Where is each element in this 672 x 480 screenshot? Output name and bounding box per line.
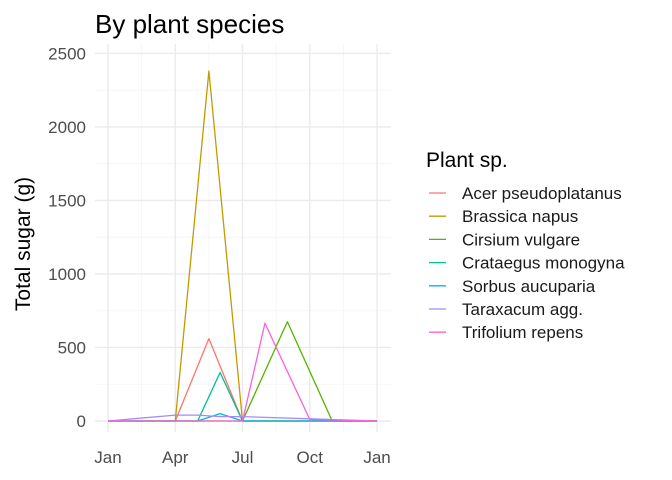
x-axis-ticks: Jan Apr Jul Oct Jan <box>94 448 390 467</box>
legend-item: Trifolium repens <box>429 323 583 342</box>
x-tick-label: Apr <box>162 448 189 467</box>
legend-item: Cirsium vulgare <box>429 230 580 249</box>
legend-label: Sorbus aucuparia <box>462 277 596 296</box>
legend-label: Acer pseudoplatanus <box>462 184 622 203</box>
series-lines <box>107 70 378 422</box>
x-tick-label: Oct <box>297 448 324 467</box>
legend-item: Acer pseudoplatanus <box>429 184 622 203</box>
y-axis-ticks: 0 500 1000 1500 2000 2500 <box>48 44 86 431</box>
y-tick-label: 0 <box>77 412 86 431</box>
legend-item: Crataegus monogyna <box>429 254 625 273</box>
x-tick-label: Jan <box>94 448 121 467</box>
chart-title: By plant species <box>95 9 284 39</box>
legend-item: Brassica napus <box>429 207 578 226</box>
legend-label: Taraxacum agg. <box>462 300 583 319</box>
series-line <box>108 322 378 422</box>
y-tick-label: 500 <box>58 338 86 357</box>
grid <box>95 44 391 432</box>
y-tick-label: 2500 <box>48 44 86 63</box>
legend-label: Trifolium repens <box>462 323 583 342</box>
x-tick-label: Jul <box>232 448 254 467</box>
legend-items: Acer pseudoplatanus Brassica napus Cirsium… <box>429 184 625 342</box>
legend-item: Sorbus aucuparia <box>429 277 596 296</box>
legend: Plant sp. Acer pseudoplatanus Brassica na… <box>426 149 625 342</box>
legend-label: Brassica napus <box>462 207 578 226</box>
y-tick-label: 2000 <box>48 118 86 137</box>
legend-label: Crataegus monogyna <box>462 254 625 273</box>
legend-title: Plant sp. <box>426 149 508 172</box>
x-tick-label: Jan <box>363 448 390 467</box>
legend-item: Taraxacum agg. <box>429 300 583 319</box>
legend-label: Cirsium vulgare <box>462 230 580 249</box>
y-axis-label: Total sugar (g) <box>12 177 35 311</box>
y-tick-label: 1000 <box>48 265 86 284</box>
y-tick-label: 1500 <box>48 191 86 210</box>
